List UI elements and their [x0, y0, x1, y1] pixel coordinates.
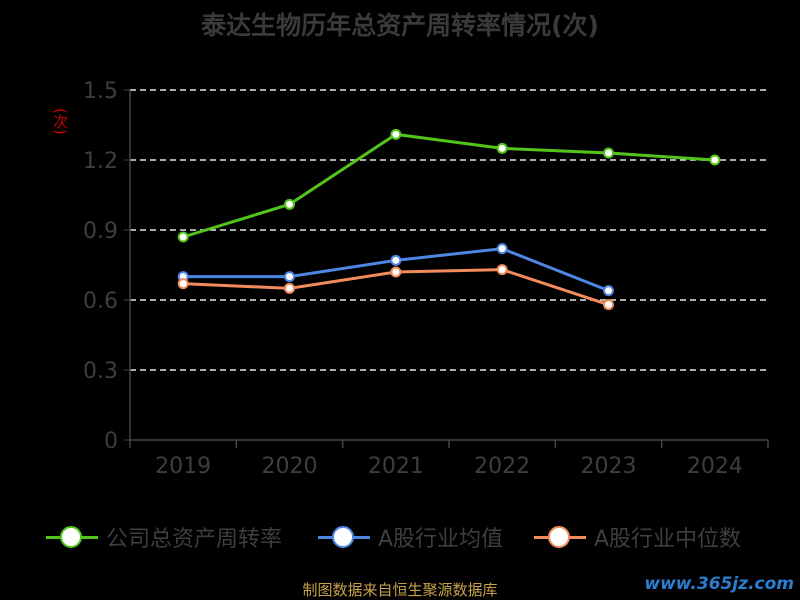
- legend-swatch-company: [46, 525, 98, 548]
- legend-item-industry-mean[interactable]: A股行业均值: [318, 520, 503, 554]
- data-point-series-1: [284, 271, 295, 283]
- data-point-series-2: [177, 278, 189, 290]
- series-line-0: [182, 132, 715, 239]
- legend-swatch-industry-mean: [318, 525, 370, 548]
- data-point-series-1: [390, 254, 402, 266]
- x-tick-label: 2020: [262, 454, 318, 479]
- x-tick-label: 2019: [155, 454, 211, 479]
- legend-item-company[interactable]: 公司总资产周转率: [46, 520, 282, 554]
- legend-swatch-industry-median: [534, 525, 586, 548]
- source-note: 制图数据来自恒生聚源数据库: [302, 581, 498, 599]
- legend-label-industry-median: A股行业中位数: [594, 527, 742, 552]
- data-point-series-0: [390, 128, 402, 140]
- chart-title: 泰达生物历年总资产周转率情况(次): [201, 11, 599, 40]
- x-tick-label: 2021: [368, 454, 424, 479]
- data-point-series-0: [709, 154, 721, 166]
- data-point-series-2: [284, 282, 295, 294]
- data-point-series-0: [284, 198, 295, 210]
- y-tick-label: 0.3: [83, 359, 118, 384]
- legend-label-industry-mean: A股行业均值: [378, 527, 504, 552]
- y-tick-label: 0: [104, 429, 118, 454]
- data-point-series-0: [603, 147, 614, 159]
- x-tick-label: 2022: [474, 454, 530, 479]
- y-tick-label: 0.9: [83, 219, 118, 244]
- data-point-series-2: [390, 266, 402, 278]
- data-point-series-1: [603, 285, 614, 297]
- x-tick-label: 2024: [687, 454, 743, 479]
- y-axis-label: (次): [51, 108, 69, 135]
- legend: 公司总资产周转率 A股行业均值 A股行业中位数: [0, 520, 800, 554]
- data-point-series-2: [603, 299, 614, 311]
- y-tick-label: 0.6: [83, 289, 118, 314]
- y-tick-label: 1.2: [83, 149, 118, 174]
- data-point-series-0: [496, 142, 508, 154]
- data-point-series-0: [177, 231, 189, 243]
- y-tick-label: 1.5: [83, 79, 118, 104]
- legend-item-industry-median[interactable]: A股行业中位数: [534, 520, 741, 554]
- watermark: www.365jz.com: [644, 574, 794, 594]
- data-point-series-1: [496, 243, 508, 255]
- x-tick-label: 2023: [581, 454, 637, 479]
- legend-label-company: 公司总资产周转率: [106, 527, 283, 552]
- data-point-series-2: [496, 264, 508, 276]
